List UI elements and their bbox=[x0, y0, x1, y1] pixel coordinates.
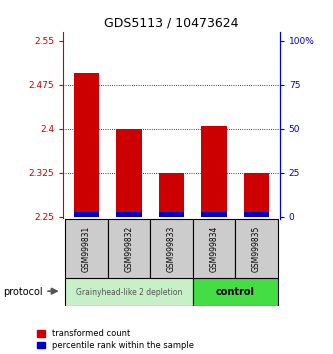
Bar bbox=[74, 73, 99, 212]
Text: GSM999832: GSM999832 bbox=[125, 225, 134, 272]
Bar bbox=[244, 212, 269, 217]
Bar bbox=[244, 173, 269, 212]
FancyBboxPatch shape bbox=[193, 278, 278, 306]
Bar bbox=[201, 126, 227, 212]
FancyBboxPatch shape bbox=[235, 219, 278, 278]
Bar bbox=[201, 212, 227, 217]
Text: GSM999833: GSM999833 bbox=[167, 225, 176, 272]
FancyBboxPatch shape bbox=[65, 278, 193, 306]
Bar bbox=[116, 212, 142, 217]
Text: GSM999835: GSM999835 bbox=[252, 225, 261, 272]
Text: GSM999834: GSM999834 bbox=[209, 225, 218, 272]
Text: protocol: protocol bbox=[3, 287, 43, 297]
Bar bbox=[159, 212, 184, 217]
Bar bbox=[116, 129, 142, 212]
Text: GSM999831: GSM999831 bbox=[82, 225, 91, 272]
Legend: transformed count, percentile rank within the sample: transformed count, percentile rank withi… bbox=[38, 329, 193, 350]
Title: GDS5113 / 10473624: GDS5113 / 10473624 bbox=[104, 16, 239, 29]
FancyBboxPatch shape bbox=[193, 219, 235, 278]
Bar bbox=[159, 173, 184, 212]
Text: Grainyhead-like 2 depletion: Grainyhead-like 2 depletion bbox=[76, 287, 182, 297]
FancyBboxPatch shape bbox=[150, 219, 193, 278]
FancyBboxPatch shape bbox=[65, 219, 108, 278]
Text: control: control bbox=[216, 287, 255, 297]
Bar bbox=[74, 212, 99, 217]
FancyBboxPatch shape bbox=[108, 219, 150, 278]
